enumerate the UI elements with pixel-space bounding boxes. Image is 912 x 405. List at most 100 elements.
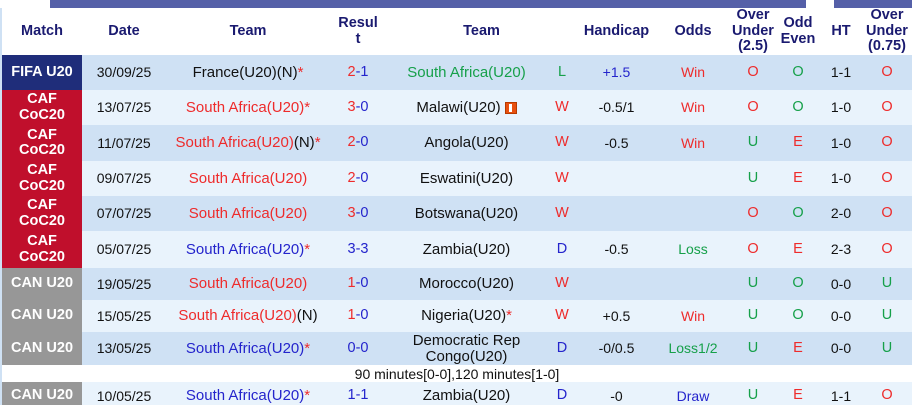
over-under-25: O [747,240,759,257]
competition-badge: CAF CoC20 [2,90,82,125]
competition-badge: FIFA U20 [2,55,82,90]
match-date: 07/07/25 [96,205,152,222]
full-time-score: 3-0 [347,204,369,221]
col-header-date: Date [108,22,140,39]
odds-result: Loss [678,241,708,258]
away-team-name: South Africa(U20) [407,63,526,81]
over-under-075: O [881,240,893,257]
col-header-over-under-075: Over Under (0.75) [866,7,908,55]
away-team-link[interactable]: Angola(U20) [386,125,547,161]
home-team-name: South Africa(U20) [178,307,297,325]
odds-result [656,161,730,196]
col-header-result: Result [338,14,378,47]
col-header-odd-even: Odd Even [780,14,816,47]
away-team-name: Zambia(U20) [422,240,511,258]
match-row: CAF CoC20 11/07/25 South Africa(U20) (N) *… [2,125,912,161]
home-team-link[interactable]: South Africa(U20) * [166,231,330,268]
over-under-075: U [881,339,893,356]
full-time-score: 3-0 [347,98,369,115]
handicap-value: +1.5 [602,64,631,81]
over-under-25: O [747,204,759,221]
odd-even: O [792,98,804,115]
odds-result: Loss1/2 [668,340,718,357]
away-team-name: Angola(U20) [424,134,509,152]
star-mark: * [506,307,512,325]
odd-even: E [793,134,803,151]
star-mark: * [304,98,311,116]
wdl-letter: D [556,240,568,257]
away-team-link[interactable]: South Africa(U20) [386,55,547,90]
away-team-link[interactable]: Morocco(U20) [386,268,547,300]
home-team-link[interactable]: South Africa(U20) * [166,332,330,365]
match-date: 30/09/25 [96,64,152,81]
full-time-score: 2-0 [347,134,369,151]
match-date: 13/05/25 [96,340,152,357]
away-team-link[interactable]: Nigeria(U20) * [386,300,547,332]
away-team-name: Morocco(U20) [418,275,515,293]
home-team-link[interactable]: South Africa(U20) * [166,90,330,125]
competition-badge: CAN U20 [2,332,82,365]
away-team-link[interactable]: Zambia(U20) [386,231,547,268]
half-time-score: 1-1 [830,64,852,81]
competition-badge: CAN U20 [2,268,82,300]
col-header-handicap: Handicap [583,22,650,39]
home-team-link[interactable]: France(U20)(N) * [166,55,330,90]
handicap-value: +0.5 [602,307,631,324]
home-team-link[interactable]: South Africa(U20) [166,268,330,300]
match-row: CAF CoC20 09/07/25 South Africa(U20) 2-0… [2,161,912,196]
top-divider-bar-right [834,0,912,8]
col-header-match: Match [21,22,63,39]
match-date: 10/05/25 [96,387,152,404]
away-team-link[interactable]: Democratic Rep Congo(U20) [386,332,547,365]
away-team-name: Eswatini(U20) [419,169,514,187]
odds-result: Win [680,99,706,116]
top-divider-bar [50,0,806,8]
competition-badge: CAN U20 [2,300,82,332]
odd-even: O [792,204,804,221]
odds-result: Win [680,307,706,324]
over-under-075: O [881,387,893,404]
odd-even: E [793,169,803,186]
half-time-score: 2-3 [830,241,852,258]
half-time-score: 1-0 [830,134,852,151]
home-team-link[interactable]: South Africa(U20) (N) * [166,125,330,161]
away-team-link[interactable]: Zambia(U20) [386,382,547,405]
rank-warning-icon [504,101,517,114]
star-mark: * [304,339,311,357]
col-header-away-team: Team [463,22,500,39]
wdl-letter: D [556,387,568,404]
match-date: 09/07/25 [96,170,152,187]
home-team-name: South Africa(U20) [185,339,305,357]
over-under-25: U [747,169,759,186]
handicap-value: -0.5 [604,134,629,151]
away-team-link[interactable]: Botswana(U20) [386,196,547,231]
top-divider-gap [806,0,834,8]
away-team-link[interactable]: Malawi(U20) [386,90,547,125]
col-header-ht: HT [831,22,851,39]
wdl-letter: W [555,275,569,292]
star-mark: * [304,240,311,258]
full-time-score: 1-0 [347,307,369,324]
neutral-mark: (N) [293,134,315,152]
wdl-letter: W [555,134,569,151]
home-team-link[interactable]: South Africa(U20) [166,196,330,231]
over-under-25: U [747,134,759,151]
extra-time-note: 90 minutes[0-0],120 minutes[1-0] [2,365,912,382]
home-team-name: France(U20)(N) [192,63,298,81]
away-team-name: Democratic Rep Congo(U20) [412,332,521,365]
top-divider [0,0,912,8]
odd-even: E [793,339,803,356]
over-under-075: O [881,134,893,151]
half-time-score: 0-0 [830,307,852,324]
away-team-link[interactable]: Eswatini(U20) [386,161,547,196]
over-under-075: O [881,169,893,186]
competition-badge: CAF CoC20 [2,231,82,268]
home-team-link[interactable]: South Africa(U20) (N) [166,300,330,332]
home-team-link[interactable]: South Africa(U20) [166,161,330,196]
match-date: 05/07/25 [96,241,152,258]
match-date: 19/05/25 [96,275,152,292]
odds-result: Win [680,134,706,151]
home-team-link[interactable]: South Africa(U20) * [166,382,330,405]
over-under-25: O [747,98,759,115]
home-team-name: South Africa(U20) [185,240,305,258]
